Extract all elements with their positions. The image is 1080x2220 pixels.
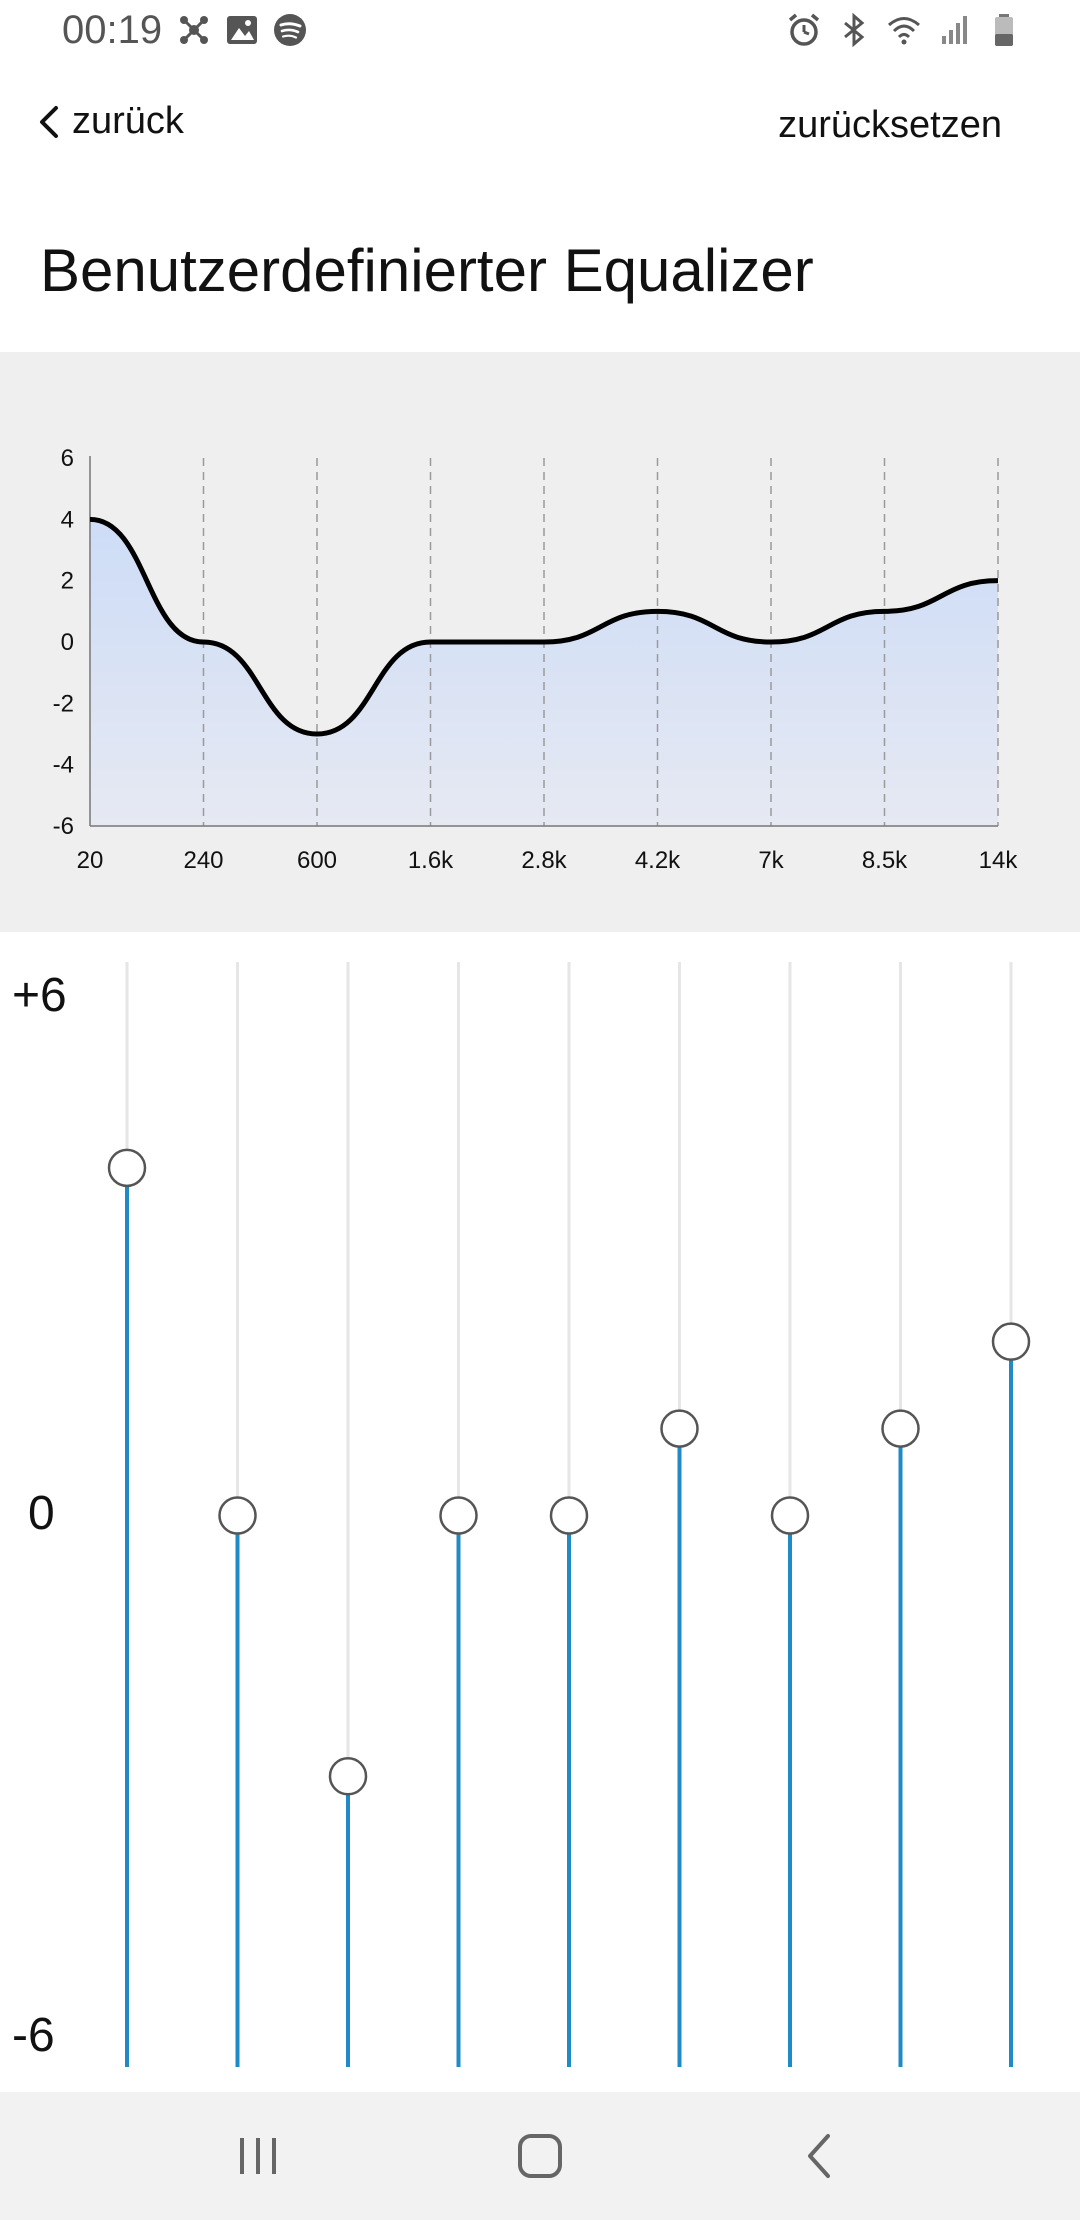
page-title: Benutzerdefinierter Equalizer bbox=[40, 237, 814, 304]
chevron-left-icon bbox=[40, 105, 58, 138]
band-slider[interactable] bbox=[881, 962, 920, 2067]
status-bar: 00:19 bbox=[0, 0, 1080, 64]
gallery-icon bbox=[227, 16, 257, 44]
scale-label-mid: 0 bbox=[28, 1487, 55, 1540]
x-tick-label: 600 bbox=[297, 847, 337, 874]
alarm-icon bbox=[788, 13, 820, 46]
slider-thumb[interactable] bbox=[439, 1496, 478, 1535]
x-tick-label: 1.6k bbox=[408, 847, 454, 874]
bluetooth-icon bbox=[844, 12, 865, 48]
slider-thumb[interactable] bbox=[218, 1496, 257, 1535]
y-tick-label: 0 bbox=[61, 629, 74, 656]
slider-thumb[interactable] bbox=[991, 1322, 1031, 1361]
header: zurück zurücksetzen bbox=[0, 90, 1080, 162]
signal-icon bbox=[942, 16, 967, 44]
battery-icon bbox=[995, 14, 1013, 46]
slider-thumb[interactable] bbox=[328, 1757, 368, 1796]
spotify-icon bbox=[274, 14, 306, 46]
band-slider[interactable] bbox=[770, 962, 810, 2067]
y-tick-label: -4 bbox=[53, 752, 74, 779]
status-time: 00:19 bbox=[62, 8, 163, 52]
reset-button[interactable]: zurücksetzen bbox=[778, 104, 1002, 146]
band-slider[interactable] bbox=[991, 962, 1031, 2067]
x-tick-label: 14k bbox=[979, 847, 1019, 874]
scale-label-top: +6 bbox=[12, 969, 67, 1022]
band-slider[interactable] bbox=[107, 962, 147, 2067]
navigation-bar bbox=[0, 2092, 1080, 2220]
slider-thumb[interactable] bbox=[881, 1409, 920, 1448]
x-tick-label: 240 bbox=[183, 847, 223, 874]
status-left-icons bbox=[176, 12, 308, 48]
y-tick-label: 6 bbox=[61, 445, 74, 472]
band-slider[interactable] bbox=[328, 962, 368, 2067]
y-tick-label: -6 bbox=[53, 813, 74, 840]
y-tick-label: 4 bbox=[61, 506, 74, 533]
eq-curve-line bbox=[89, 516, 999, 737]
x-tick-label: 20 bbox=[77, 847, 104, 874]
slider-thumb[interactable] bbox=[107, 1148, 147, 1188]
equalizer-chart-panel: 6 4 2 0 -2 -4 -6 20 240 600 1.6k 2.8k 4.2k 7k 8.5k 14k bbox=[0, 352, 1080, 932]
back-nav-icon[interactable] bbox=[790, 2126, 850, 2186]
back-label: zurück bbox=[72, 100, 184, 142]
y-tick-label: 2 bbox=[61, 568, 74, 595]
slider-thumb[interactable] bbox=[660, 1409, 699, 1448]
y-tick-label: -2 bbox=[53, 690, 74, 717]
band-slider[interactable] bbox=[439, 962, 478, 2067]
back-button[interactable]: zurück bbox=[34, 100, 184, 143]
slider-thumb[interactable] bbox=[549, 1496, 589, 1535]
x-tick-label: 2.8k bbox=[521, 847, 567, 874]
band-slider[interactable] bbox=[218, 962, 257, 2067]
x-tick-label: 4.2k bbox=[635, 847, 681, 874]
equalizer-sliders-panel: +6 0 -6 bbox=[0, 932, 1080, 2092]
recent-apps-icon[interactable] bbox=[228, 2126, 288, 2186]
slider-thumb[interactable] bbox=[770, 1496, 810, 1535]
network-icon bbox=[180, 16, 208, 44]
x-tick-label: 8.5k bbox=[862, 847, 908, 874]
band-slider[interactable] bbox=[549, 962, 589, 2067]
band-slider[interactable] bbox=[660, 962, 699, 2067]
wifi-icon bbox=[888, 17, 920, 45]
status-right-icons bbox=[786, 12, 1022, 48]
home-icon[interactable] bbox=[510, 2126, 570, 2186]
scale-label-bottom: -6 bbox=[12, 2009, 55, 2062]
x-tick-label: 7k bbox=[758, 847, 784, 874]
band-sliders bbox=[107, 962, 1031, 2067]
